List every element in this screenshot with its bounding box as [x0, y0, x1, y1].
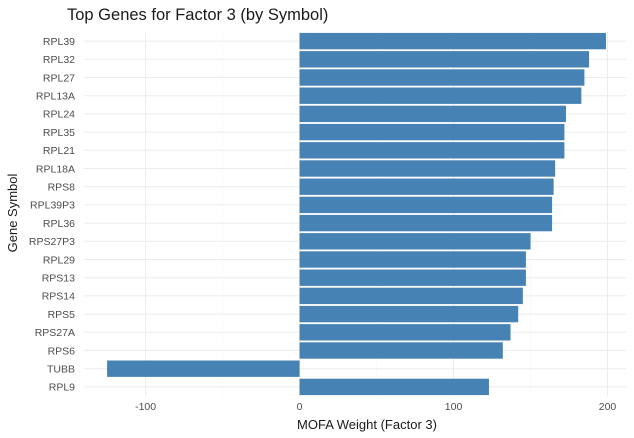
chart-title: Top Genes for Factor 3 (by Symbol) [67, 6, 328, 24]
y-tick-label: RPL39 [43, 36, 75, 48]
y-tick-label: RPL18A [36, 163, 75, 175]
y-tick-label: RPL39P3 [30, 200, 75, 212]
bar [299, 87, 582, 104]
bar [299, 324, 511, 341]
bar [107, 360, 300, 377]
y-tick-label: RPS27A [35, 327, 75, 339]
y-tick-label: RPL21 [43, 145, 75, 157]
bar [299, 342, 503, 359]
x-tick-label: 0 [297, 401, 303, 413]
y-tick-label: RPL27 [43, 72, 75, 84]
bar [299, 233, 531, 250]
bar [299, 32, 606, 50]
y-tick-label: RPS13 [42, 273, 75, 285]
x-tick-labels: -100 0 100 200 [135, 401, 616, 413]
y-tick-labels: RPL39 RPL32 RPL27 RPL13A RPL24 RPL35 RPL21 RPL1… [29, 36, 75, 394]
x-tick-label: 100 [445, 401, 463, 413]
bar [299, 123, 565, 141]
bar [299, 69, 585, 86]
bar [299, 105, 566, 123]
bars [107, 32, 606, 396]
y-axis-title: Gene Symbol [5, 174, 20, 253]
bar [299, 378, 489, 396]
y-tick-label: RPL36 [43, 218, 75, 230]
bar [299, 214, 553, 232]
y-tick-label: RPL29 [43, 254, 75, 266]
y-tick-label: RPS5 [48, 309, 76, 321]
y-tick-label: RPS6 [48, 345, 76, 357]
y-tick-label: RPS8 [48, 182, 76, 194]
bar [299, 196, 553, 214]
y-tick-label: RPS27P3 [29, 236, 75, 248]
x-tick-label: 200 [599, 401, 617, 413]
x-tick-label: -100 [135, 401, 156, 413]
y-tick-label: RPL9 [49, 382, 75, 394]
bar [299, 160, 556, 177]
y-tick-label: TUBB [47, 364, 75, 376]
bar [299, 142, 565, 159]
bar [299, 305, 519, 323]
bar [299, 287, 523, 305]
y-tick-label: RPL32 [43, 54, 75, 66]
bar [299, 178, 554, 195]
bar [299, 51, 590, 68]
grid [84, 32, 626, 396]
y-tick-label: RPL13A [36, 91, 75, 103]
bar [299, 251, 526, 268]
y-tick-label: RPS14 [42, 291, 75, 303]
x-axis-title: MOFA Weight (Factor 3) [297, 417, 437, 432]
y-tick-label: RPL35 [43, 127, 75, 139]
bar [299, 269, 526, 286]
y-tick-label: RPL24 [43, 109, 75, 121]
